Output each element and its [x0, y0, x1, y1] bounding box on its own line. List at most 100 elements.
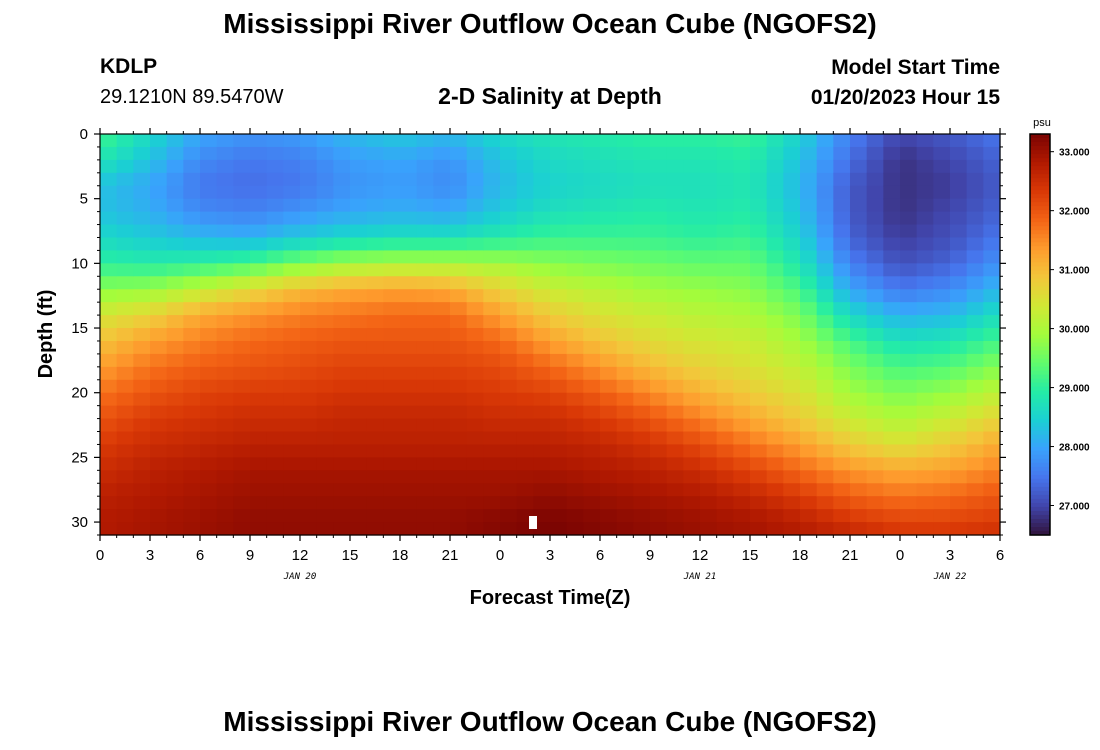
- colorbar-swatch: [1030, 226, 1050, 231]
- heatmap-cell: [450, 276, 468, 290]
- heatmap-cell: [783, 328, 801, 342]
- heatmap-cell: [883, 431, 901, 446]
- heatmap-cell: [383, 146, 401, 161]
- heatmap-cell: [133, 392, 151, 407]
- heatmap-cell: [900, 315, 918, 329]
- heatmap-cell: [216, 457, 234, 471]
- x-tick-label: 12: [692, 547, 709, 564]
- heatmap-cell: [350, 250, 368, 264]
- heatmap-cell: [883, 211, 901, 226]
- heatmap-cell: [150, 379, 168, 394]
- heatmap-cell: [133, 237, 151, 252]
- heatmap-cell: [883, 185, 901, 200]
- heatmap-cell: [750, 379, 768, 394]
- heatmap-cell: [166, 496, 184, 510]
- heatmap-cell: [183, 366, 201, 381]
- colorbar-swatch: [1030, 474, 1050, 480]
- heatmap-cell: [216, 379, 234, 394]
- heatmap-cell: [916, 211, 934, 226]
- heatmap-cell: [350, 172, 368, 187]
- heatmap-cell: [800, 159, 818, 174]
- heatmap-cell: [833, 263, 851, 277]
- colorbar-swatch: [1030, 514, 1050, 520]
- heatmap-cell: [633, 159, 651, 174]
- heatmap-cell: [766, 250, 784, 264]
- heatmap-cell: [433, 379, 451, 394]
- heatmap-cell: [716, 522, 734, 536]
- heatmap-cell: [350, 263, 368, 277]
- heatmap-cell: [650, 509, 668, 523]
- heatmap-cell: [316, 237, 334, 252]
- heatmap-cell: [500, 483, 518, 497]
- heatmap-cell: [616, 211, 634, 226]
- heatmap-cell: [983, 315, 1001, 329]
- heatmap-cell: [833, 340, 851, 355]
- x-tick-label: 3: [146, 547, 154, 564]
- heatmap-cell: [316, 379, 334, 394]
- heatmap-cell: [166, 302, 184, 316]
- heatmap-cell: [150, 483, 168, 497]
- heatmap-cell: [950, 315, 968, 329]
- heatmap-cell: [366, 483, 384, 497]
- heatmap-cell: [583, 302, 601, 316]
- heatmap-cell: [600, 146, 618, 161]
- heatmap-cell: [633, 276, 651, 290]
- heatmap-cell: [716, 315, 734, 329]
- heatmap-cell: [600, 457, 618, 471]
- heatmap-cell: [816, 509, 834, 523]
- heatmap-cell: [400, 211, 418, 226]
- heatmap-cell: [566, 315, 584, 329]
- heatmap-cell: [816, 146, 834, 161]
- heatmap-cell: [100, 276, 118, 290]
- heatmap-cell: [816, 172, 834, 187]
- heatmap-cell: [883, 237, 901, 252]
- heatmap-cell: [550, 250, 568, 264]
- colorbar-swatch: [1030, 350, 1050, 356]
- heatmap-cell: [433, 405, 451, 420]
- heatmap-cell: [583, 289, 601, 303]
- heatmap-cell: [516, 366, 534, 381]
- heatmap-cell: [283, 431, 301, 446]
- heatmap-cell: [550, 263, 568, 277]
- heatmap-cell: [650, 457, 668, 471]
- heatmap-cell: [966, 340, 984, 355]
- heatmap-cell: [583, 172, 601, 187]
- heatmap-cell: [200, 211, 218, 226]
- heatmap-cell: [866, 263, 884, 277]
- heatmap-cell: [800, 185, 818, 200]
- heatmap-cell: [800, 392, 818, 407]
- heatmap-cell: [583, 457, 601, 471]
- colorbar-swatch: [1030, 246, 1050, 251]
- heatmap-cell: [816, 302, 834, 316]
- heatmap-cell: [350, 509, 368, 523]
- heatmap-cell: [916, 302, 934, 316]
- heatmap-cell: [633, 392, 651, 407]
- heatmap-cell: [333, 211, 351, 226]
- heatmap-cell: [383, 172, 401, 187]
- heatmap-cell: [300, 289, 318, 303]
- heatmap-cell: [616, 328, 634, 342]
- heatmap-cell: [933, 431, 951, 446]
- heatmap-cell: [716, 392, 734, 407]
- colorbar-swatch: [1030, 186, 1050, 191]
- heatmap-cell: [783, 159, 801, 174]
- heatmap-cell: [650, 172, 668, 187]
- heatmap-cell: [800, 250, 818, 264]
- heatmap-cell: [983, 328, 1001, 342]
- heatmap-cell: [950, 405, 968, 420]
- heatmap-cell: [150, 340, 168, 355]
- heatmap-cell: [266, 172, 284, 187]
- heatmap-cell: [716, 159, 734, 174]
- colorbar-swatch: [1030, 374, 1050, 380]
- heatmap-cell: [583, 470, 601, 484]
- heatmap-cell: [900, 276, 918, 290]
- heatmap-cell: [950, 340, 968, 355]
- heatmap-cell: [866, 159, 884, 174]
- heatmap-cell: [633, 328, 651, 342]
- heatmap-cell: [133, 146, 151, 161]
- heatmap-cell: [416, 379, 434, 394]
- heatmap-cell: [716, 172, 734, 187]
- heatmap-cell: [700, 457, 718, 471]
- heatmap-cell: [833, 289, 851, 303]
